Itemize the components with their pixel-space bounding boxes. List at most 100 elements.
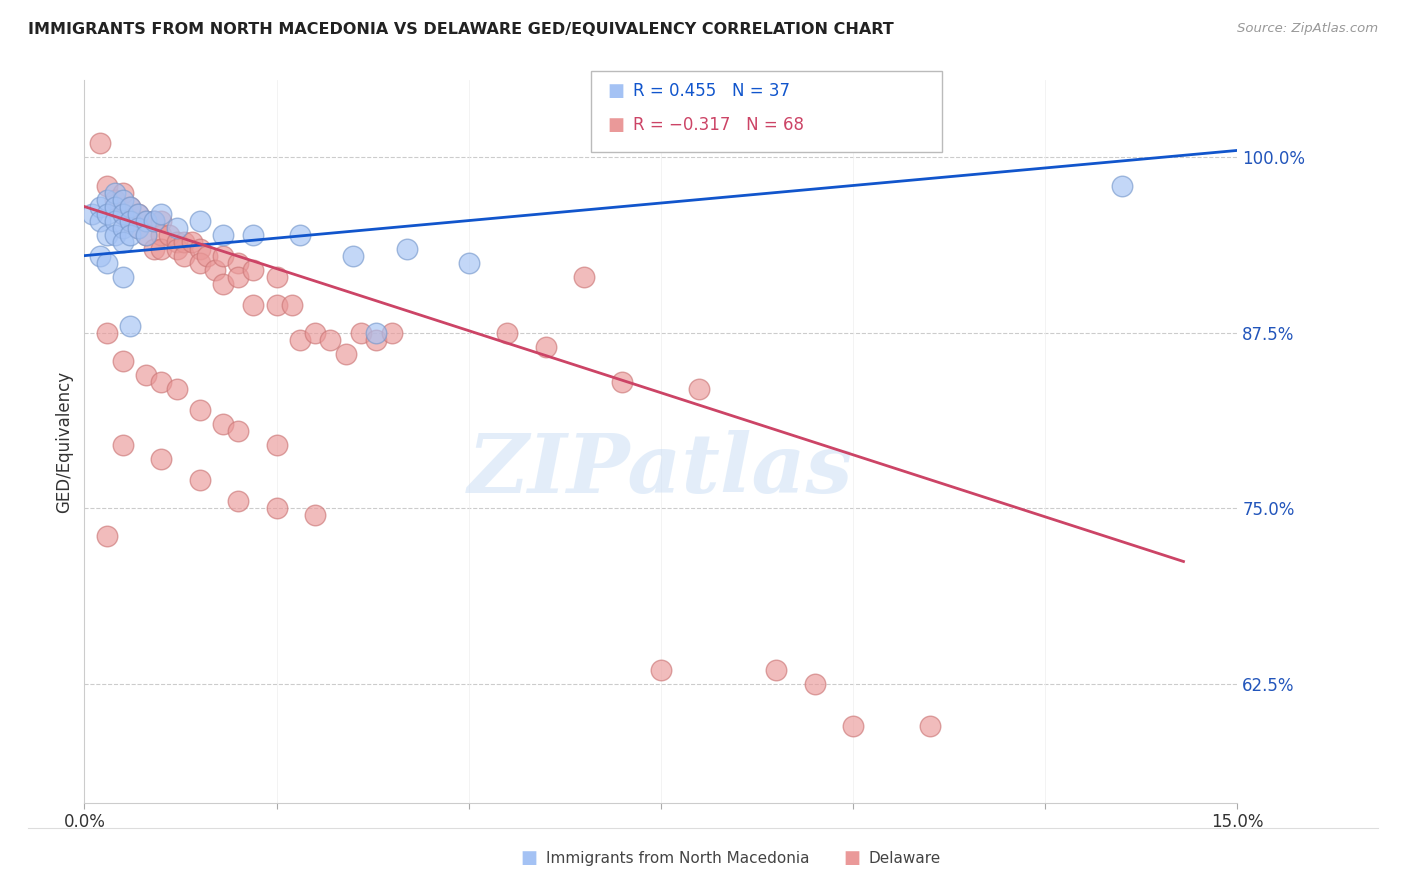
Point xyxy=(127,220,149,235)
Point xyxy=(281,298,304,312)
Point xyxy=(366,326,388,340)
Point xyxy=(111,438,134,452)
Point xyxy=(226,269,249,284)
Point xyxy=(120,213,142,227)
Point xyxy=(226,494,249,508)
Point xyxy=(111,235,134,249)
Point xyxy=(204,262,226,277)
Point xyxy=(111,269,134,284)
Point xyxy=(104,193,127,207)
Point xyxy=(166,382,188,396)
Point xyxy=(111,193,134,207)
Point xyxy=(150,206,173,220)
Point xyxy=(288,333,311,347)
Point xyxy=(188,242,211,256)
Text: R = 0.455   N = 37: R = 0.455 N = 37 xyxy=(633,82,790,100)
Point xyxy=(120,200,142,214)
Point xyxy=(127,220,149,235)
Point xyxy=(188,403,211,417)
Point xyxy=(89,200,111,214)
Point xyxy=(242,298,264,312)
Point xyxy=(135,213,157,227)
Point xyxy=(142,242,165,256)
Text: ■: ■ xyxy=(607,116,624,134)
Point xyxy=(242,227,264,242)
Point xyxy=(319,333,342,347)
Point xyxy=(150,242,173,256)
Point xyxy=(142,213,165,227)
Point xyxy=(120,213,142,227)
Y-axis label: GED/Equivalency: GED/Equivalency xyxy=(55,370,73,513)
Point xyxy=(381,326,404,340)
Point xyxy=(181,235,204,249)
Point xyxy=(142,213,165,227)
Text: Immigrants from North Macedonia: Immigrants from North Macedonia xyxy=(546,851,808,865)
Point xyxy=(80,206,103,220)
Point xyxy=(288,227,311,242)
Point xyxy=(650,663,672,677)
Point xyxy=(111,354,134,368)
Point xyxy=(496,326,519,340)
Point xyxy=(157,227,180,242)
Point xyxy=(135,227,157,242)
Point xyxy=(612,375,634,389)
Point xyxy=(304,326,326,340)
Point xyxy=(918,718,941,732)
Point xyxy=(120,318,142,333)
Point xyxy=(1111,178,1133,193)
Point xyxy=(211,417,233,431)
Point xyxy=(173,235,195,249)
Text: ■: ■ xyxy=(607,82,624,100)
Point xyxy=(195,249,218,263)
Point xyxy=(342,249,364,263)
Point xyxy=(211,249,233,263)
Point xyxy=(226,255,249,269)
Point xyxy=(803,676,825,690)
Point xyxy=(173,249,195,263)
Point xyxy=(96,178,118,193)
Point xyxy=(120,227,142,242)
Point xyxy=(150,227,173,242)
Point xyxy=(266,501,288,516)
Point xyxy=(166,235,188,249)
Point xyxy=(366,333,388,347)
Point xyxy=(96,206,118,220)
Point xyxy=(127,206,149,220)
Point xyxy=(111,206,134,220)
Point xyxy=(572,269,595,284)
Point xyxy=(166,242,188,256)
Point xyxy=(135,368,157,382)
Point xyxy=(89,249,111,263)
Point xyxy=(534,340,557,354)
Point xyxy=(842,718,865,732)
Point xyxy=(226,424,249,438)
Point xyxy=(89,213,111,227)
Point xyxy=(111,220,134,235)
Text: ■: ■ xyxy=(844,849,860,867)
Point xyxy=(266,269,288,284)
Text: IMMIGRANTS FROM NORTH MACEDONIA VS DELAWARE GED/EQUIVALENCY CORRELATION CHART: IMMIGRANTS FROM NORTH MACEDONIA VS DELAW… xyxy=(28,22,894,37)
Point xyxy=(127,206,149,220)
Point xyxy=(111,186,134,200)
Point xyxy=(457,255,479,269)
Point xyxy=(188,213,211,227)
Point xyxy=(96,227,118,242)
Point xyxy=(150,452,173,467)
Point xyxy=(335,347,357,361)
Point xyxy=(135,213,157,227)
Point xyxy=(150,375,173,389)
Point xyxy=(104,227,127,242)
Text: Delaware: Delaware xyxy=(869,851,941,865)
Text: Source: ZipAtlas.com: Source: ZipAtlas.com xyxy=(1237,22,1378,36)
Point xyxy=(688,382,710,396)
Point xyxy=(188,473,211,487)
Point xyxy=(266,298,288,312)
Text: ZIPatlas: ZIPatlas xyxy=(468,431,853,510)
Point xyxy=(166,220,188,235)
Point xyxy=(96,193,118,207)
Point xyxy=(211,227,233,242)
Text: R = −0.317   N = 68: R = −0.317 N = 68 xyxy=(633,116,804,134)
Point xyxy=(765,663,787,677)
Point xyxy=(188,255,211,269)
Point xyxy=(89,136,111,151)
